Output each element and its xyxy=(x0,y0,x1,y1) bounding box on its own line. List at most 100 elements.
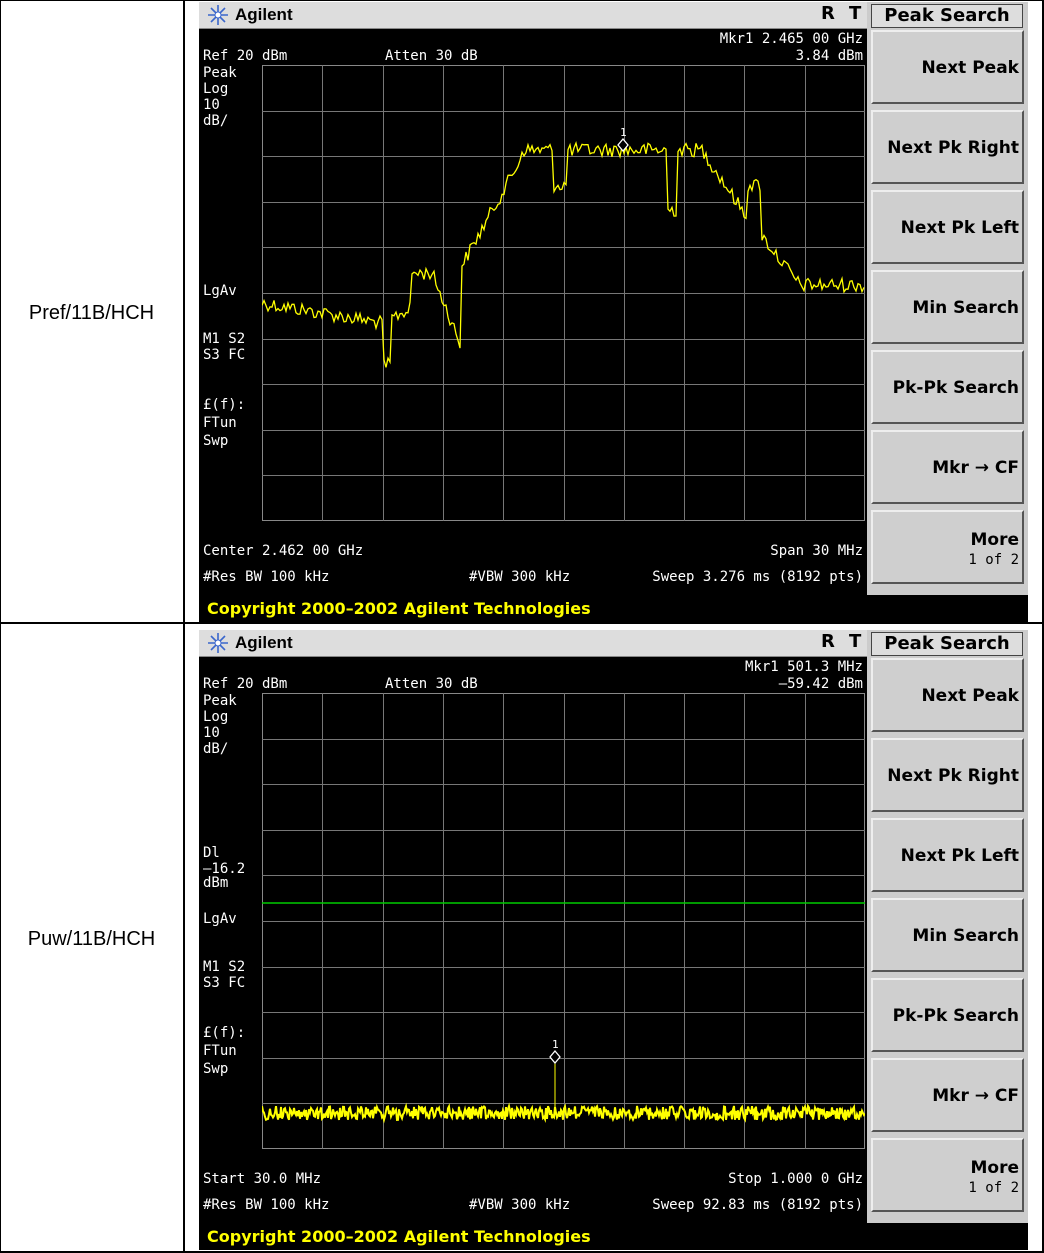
marker-diamond-icon xyxy=(549,1049,561,1065)
softkey-next-peak[interactable]: Next Peak xyxy=(871,30,1024,104)
display-line-label: Dl xyxy=(203,845,220,861)
video-bandwidth: #VBW 300 kHz xyxy=(469,1197,571,1213)
softkey-mkr-cf[interactable]: Mkr → CF xyxy=(871,1058,1024,1132)
title-bar: Agilent R T xyxy=(199,630,867,657)
softkey-sublabel: 1 of 2 xyxy=(968,552,1019,568)
softkey-label: Next Peak xyxy=(921,686,1019,706)
row-label-pref: Pref/11B/HCH xyxy=(28,302,155,324)
softkey-pk-pk-search[interactable]: Pk-Pk Search xyxy=(871,350,1024,424)
reference-level: Ref 20 dBm xyxy=(203,48,288,64)
resolution-bandwidth: #Res BW 100 kHz xyxy=(203,569,330,585)
annotation-label: 10 xyxy=(203,725,220,741)
softkey-panel: Peak Search Next Peak Next Pk Right Next P… xyxy=(867,630,1028,1223)
annotation-label: LgAv xyxy=(203,283,237,299)
softkey-menu-title: Peak Search xyxy=(871,4,1023,28)
status-t: T xyxy=(849,631,862,652)
copyright-bar: Copyright 2000–2002 Agilent Technologies xyxy=(199,1223,1028,1250)
softkey-next-pk-right[interactable]: Next Pk Right xyxy=(871,738,1024,812)
softkey-label: Pk-Pk Search xyxy=(892,1006,1019,1026)
annotation-label: £(f): xyxy=(203,1025,246,1041)
softkey-min-search[interactable]: Min Search xyxy=(871,270,1024,344)
annotation-label: Log xyxy=(203,709,229,725)
row-label-puw: Puw/11B/HCH xyxy=(27,928,156,950)
table-border-right xyxy=(1042,0,1044,1253)
marker-frequency: Mkr1 2.465 00 GHz xyxy=(719,31,863,47)
agilent-spark-icon xyxy=(208,5,228,25)
softkey-panel: Peak Search Next Peak Next Pk Right Next P… xyxy=(867,2,1028,595)
table-border-divider xyxy=(183,0,185,1253)
reference-level: Ref 20 dBm xyxy=(203,676,288,692)
softkey-label: More xyxy=(970,530,1019,550)
table-border-middle xyxy=(0,622,1044,624)
annotation-label: M1 S2 xyxy=(203,959,246,975)
softkey-more[interactable]: More 1 of 2 xyxy=(871,510,1024,584)
softkey-label: Min Search xyxy=(912,298,1019,318)
softkey-next-peak[interactable]: Next Peak xyxy=(871,658,1024,732)
spectrum-display: Mkr1 501.3 MHz –59.42 dBm Ref 20 dBm Att… xyxy=(199,657,867,1223)
softkey-label: Next Pk Right xyxy=(887,138,1019,158)
softkey-pk-pk-search[interactable]: Pk-Pk Search xyxy=(871,978,1024,1052)
status-r: R xyxy=(821,631,835,652)
softkey-next-pk-right[interactable]: Next Pk Right xyxy=(871,110,1024,184)
status-t: T xyxy=(849,3,862,24)
display-line-label: –16.2 xyxy=(203,861,246,877)
softkey-label: Pk-Pk Search xyxy=(892,378,1019,398)
annotation-label: Log xyxy=(203,81,229,97)
display-line-label: dBm xyxy=(203,875,229,891)
agilent-spark-icon xyxy=(208,633,228,653)
sweep-time: Sweep 92.83 ms (8192 pts) xyxy=(652,1197,863,1213)
frequency-start: Center 2.462 00 GHz xyxy=(203,543,364,559)
sweep-time: Sweep 3.276 ms (8192 pts) xyxy=(652,569,863,585)
softkey-next-pk-left[interactable]: Next Pk Left xyxy=(871,818,1024,892)
copyright-bar: Copyright 2000–2002 Agilent Technologies xyxy=(199,595,1028,622)
marker-diamond-icon xyxy=(617,137,629,153)
marker-number: 1 xyxy=(552,1038,559,1051)
annotation-label: Swp xyxy=(203,433,229,449)
trace-line xyxy=(262,141,865,368)
annotation-label: S3 FC xyxy=(203,975,246,991)
annotation-label: dB/ xyxy=(203,113,229,129)
marker-amplitude: –59.42 dBm xyxy=(778,676,863,692)
softkey-more[interactable]: More 1 of 2 xyxy=(871,1138,1024,1212)
annotation-label: FTun xyxy=(203,415,237,431)
annotation-label: 10 xyxy=(203,97,220,113)
annotation-label: FTun xyxy=(203,1043,237,1059)
attenuation: Atten 30 dB xyxy=(385,48,478,64)
frequency-end: Span 30 MHz xyxy=(770,543,863,559)
annotation-label: Swp xyxy=(203,1061,229,1077)
softkey-mkr-cf[interactable]: Mkr → CF xyxy=(871,430,1024,504)
softkey-next-pk-left[interactable]: Next Pk Left xyxy=(871,190,1024,264)
softkey-sublabel: 1 of 2 xyxy=(968,1180,1019,1196)
resolution-bandwidth: #Res BW 100 kHz xyxy=(203,1197,330,1213)
softkey-label: Next Pk Left xyxy=(900,846,1019,866)
annotation-label: Peak xyxy=(203,693,237,709)
brand-name: Agilent xyxy=(235,633,293,652)
annotation-label: LgAv xyxy=(203,911,237,927)
table-border-top xyxy=(0,0,1044,1)
annotation-label: S3 FC xyxy=(203,347,246,363)
softkey-label: Next Pk Right xyxy=(887,766,1019,786)
trace-graph: 1 xyxy=(262,693,865,1149)
analyzer-screenshot-puw: Agilent R T Mkr1 501.3 MHz –59.42 dBm Re… xyxy=(199,630,1028,1250)
softkey-label: Mkr → CF xyxy=(932,1086,1019,1106)
softkey-label: More xyxy=(970,1158,1019,1178)
softkey-menu-title: Peak Search xyxy=(871,632,1023,656)
annotation-label: £(f): xyxy=(203,397,246,413)
status-r: R xyxy=(821,3,835,24)
attenuation: Atten 30 dB xyxy=(385,676,478,692)
softkey-label: Next Peak xyxy=(921,58,1019,78)
brand-name: Agilent xyxy=(235,5,293,24)
softkey-label: Next Pk Left xyxy=(900,218,1019,238)
analyzer-screenshot-pref: Agilent R T Mkr1 2.465 00 GHz 3.84 dBm R… xyxy=(199,2,1028,622)
trace-graph: 1 xyxy=(262,65,865,521)
softkey-label: Mkr → CF xyxy=(932,458,1019,478)
softkey-label: Min Search xyxy=(912,926,1019,946)
title-bar: Agilent R T xyxy=(199,2,867,29)
table-border-left xyxy=(0,0,1,1253)
softkey-min-search[interactable]: Min Search xyxy=(871,898,1024,972)
marker-amplitude: 3.84 dBm xyxy=(795,48,863,64)
annotation-label: Peak xyxy=(203,65,237,81)
marker-number: 1 xyxy=(620,126,627,139)
marker-frequency: Mkr1 501.3 MHz xyxy=(744,659,863,675)
frequency-end: Stop 1.000 0 GHz xyxy=(728,1171,863,1187)
